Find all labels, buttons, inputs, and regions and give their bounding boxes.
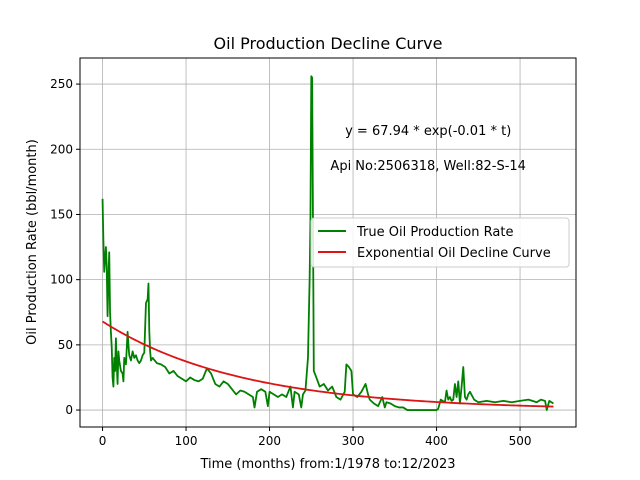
fit-equation-annotation: y = 67.94 * exp(-0.01 * t) bbox=[345, 124, 511, 139]
legend-box bbox=[310, 217, 570, 268]
y-tick-label: 250 bbox=[50, 77, 73, 91]
y-tick-label: 200 bbox=[50, 142, 73, 156]
plot-frame bbox=[79, 57, 577, 428]
x-axis-label: Time (months) from:1/1978 to:12/2023 bbox=[199, 457, 455, 472]
y-tick-label: 150 bbox=[50, 207, 73, 221]
x-tick-label: 400 bbox=[425, 434, 448, 448]
well-id-annotation: Api No:2506318, Well:82-S-14 bbox=[330, 159, 526, 174]
x-tick-label: 0 bbox=[99, 434, 107, 448]
series-layer bbox=[101, 75, 554, 411]
x-tick-label: 100 bbox=[175, 434, 198, 448]
gridlines bbox=[80, 58, 576, 427]
legend: True Oil Production Rate Exponential Oil… bbox=[310, 217, 570, 268]
legend-label-exponential-curve: Exponential Oil Decline Curve bbox=[357, 246, 551, 261]
series-line-exponential-oil-decline-curve bbox=[102, 320, 554, 408]
y-tick-label: 0 bbox=[65, 403, 73, 417]
x-tick-label: 200 bbox=[258, 434, 281, 448]
y-tick-label: 50 bbox=[58, 338, 73, 352]
chart-title: Oil Production Decline Curve bbox=[214, 34, 443, 53]
y-axis-label: Oil Production Rate (bbl/month) bbox=[25, 139, 40, 345]
annotations: y = 67.94 * exp(-0.01 * t) Api No:2506318… bbox=[330, 124, 526, 174]
y-tick-label: 100 bbox=[50, 273, 73, 287]
x-tick-label: 300 bbox=[342, 434, 365, 448]
series-line-true-oil-production-rate bbox=[101, 75, 554, 411]
x-axis: 0 100 200 300 400 500 bbox=[99, 427, 532, 448]
legend-label-true-rate: True Oil Production Rate bbox=[356, 225, 513, 240]
y-axis: 0 50 100 150 200 250 bbox=[50, 77, 80, 417]
x-tick-label: 500 bbox=[509, 434, 532, 448]
